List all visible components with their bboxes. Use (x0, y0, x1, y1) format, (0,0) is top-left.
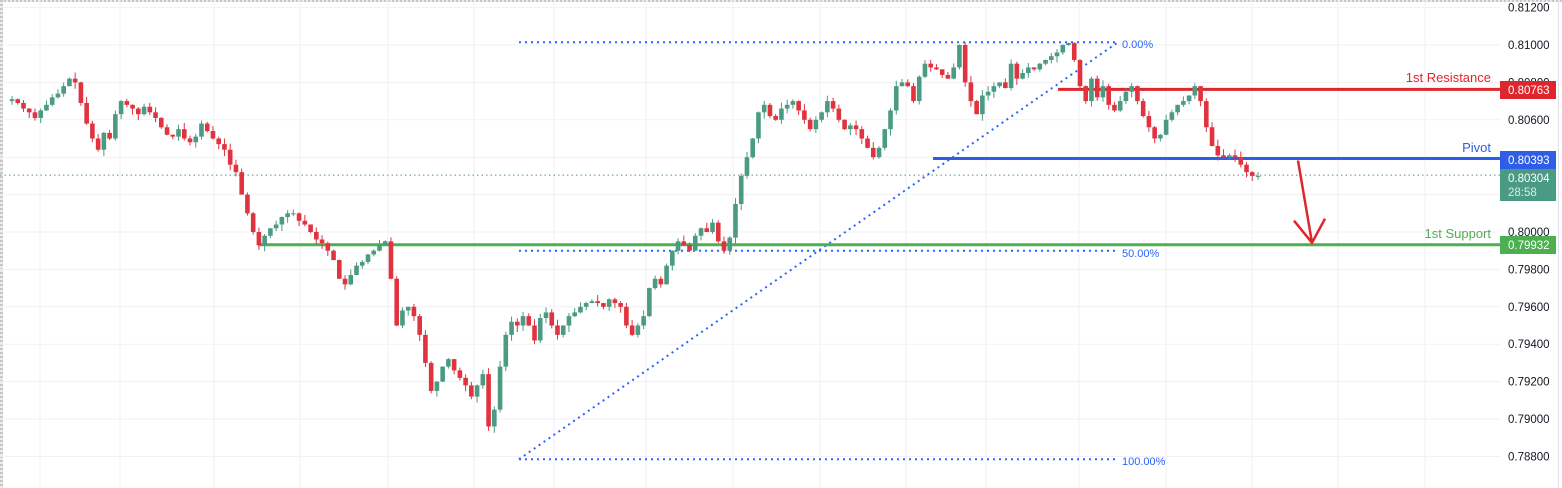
countdown-text: 28:58 (1508, 187, 1537, 199)
pivot-price-text: 0.80393 (1508, 155, 1550, 167)
support-price-tag (1500, 236, 1556, 254)
down-arrow-annotation[interactable] (1293, 160, 1327, 245)
level-lines (258, 87, 1500, 247)
fibonacci-retracement[interactable] (518, 41, 1119, 461)
support-label: 1st Support (1425, 226, 1492, 241)
candlestick-series (9, 42, 1261, 433)
fib-labels: 0.00% 50.00% 100.00% (1122, 39, 1166, 468)
resistance-price-text: 0.80763 (1508, 85, 1550, 97)
axis-tick-label: 0.79400 (1508, 339, 1550, 351)
axis-tick-label: 0.79200 (1508, 377, 1550, 389)
axis-border (1558, 0, 1559, 488)
fib-label-100: 100.00% (1122, 456, 1166, 468)
axis-tick-label: 0.78800 (1508, 451, 1550, 463)
axis-tick-label: 0.79000 (1508, 414, 1550, 426)
left-edge (0, 0, 3, 488)
resistance-label: 1st Resistance (1406, 70, 1491, 85)
current-price-tag (1500, 169, 1556, 201)
current-price-text: 0.80304 (1508, 173, 1550, 185)
top-edge (0, 0, 1562, 2)
level-labels: 1st Resistance Pivot 1st Support (1406, 70, 1492, 241)
fib-label-0: 0.00% (1122, 39, 1153, 51)
fib-label-50: 50.00% (1122, 248, 1160, 260)
resistance-price-tag (1500, 81, 1556, 99)
axis-tick-label: 0.79800 (1508, 264, 1550, 276)
axis-tick-label: 0.81000 (1508, 40, 1550, 52)
axis-tick-label: 0.81200 (1508, 3, 1550, 15)
price-tags: 0.80763 0.80393 0.80304 28:58 0.79932 (1500, 81, 1556, 254)
axis-tick-label: 0.79600 (1508, 302, 1550, 314)
pivot-label: Pivot (1462, 140, 1491, 155)
price-axis[interactable]: 0.812000.810000.808000.806000.804000.802… (1508, 3, 1550, 464)
axis-tick-label: 0.80600 (1508, 115, 1550, 127)
pivot-price-tag (1500, 151, 1556, 169)
support-price-text: 0.79932 (1508, 240, 1550, 252)
